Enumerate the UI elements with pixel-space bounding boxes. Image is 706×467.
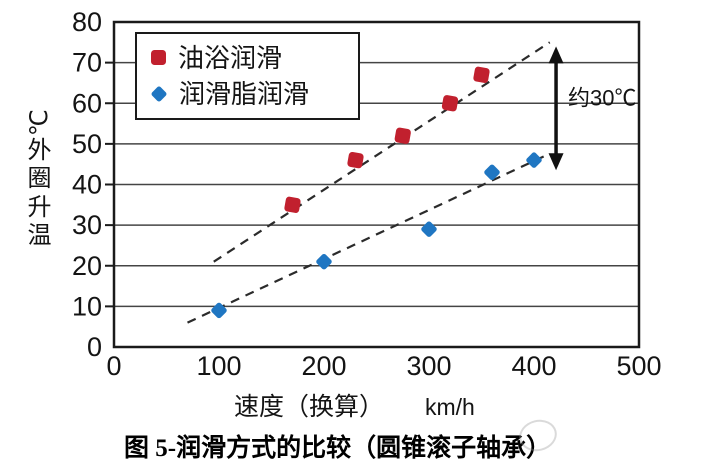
data-point-grease: [526, 152, 542, 168]
y-tick-label: 30: [72, 210, 102, 240]
y-tick-label: 50: [72, 129, 102, 159]
data-point-oil-bath: [284, 196, 301, 213]
data-point-oil-bath: [394, 127, 411, 144]
data-point-oil-bath: [473, 66, 490, 83]
y-axis-title-char: 圈: [27, 165, 52, 193]
y-tick-label: 80: [72, 7, 102, 37]
legend: 油浴润滑 润滑脂润滑: [135, 32, 360, 120]
x-tick-label: 300: [406, 351, 451, 381]
data-point-grease: [484, 164, 500, 181]
y-axis-title-char: 外: [27, 137, 52, 165]
legend-item-grease: 润滑脂润滑: [150, 79, 358, 110]
x-tick-label: 200: [301, 351, 346, 381]
y-tick-label: 10: [72, 291, 102, 321]
x-tick-label: 400: [511, 351, 556, 381]
x-axis-unit: km/h: [425, 394, 475, 420]
arrow-head-up-icon: [548, 46, 564, 64]
x-tick-label: 100: [196, 351, 241, 381]
data-point-oil-bath: [441, 95, 459, 112]
x-tick-label: 500: [616, 351, 661, 381]
y-axis-title-char: 温: [27, 221, 52, 249]
oil-bath-marker-icon: [151, 50, 166, 66]
annotation-label: 约30℃: [568, 85, 636, 110]
data-point-grease: [421, 221, 437, 237]
arrow-head-down-icon: [548, 153, 564, 171]
y-tick-label: 20: [72, 251, 102, 281]
legend-label-oil-bath: 油浴润滑: [178, 42, 283, 73]
y-tick-label: 40: [72, 170, 102, 200]
grease-marker-icon: [150, 85, 168, 103]
figure-caption: 图 5-润滑方式的比较（圆锥滚子轴承）: [124, 435, 552, 462]
y-tick-label: 60: [72, 88, 102, 118]
legend-item-oil-bath: 油浴润滑: [151, 45, 358, 71]
y-axis-title: ℃ 外圈升温: [25, 109, 53, 249]
x-tick-label: 0: [106, 351, 121, 381]
data-point-oil-bath: [347, 151, 364, 169]
y-axis-title-char: ℃: [25, 109, 53, 137]
y-axis-title-char: 升: [27, 193, 52, 221]
data-point-grease: [316, 253, 332, 270]
legend-label-grease: 润滑脂润滑: [179, 79, 310, 110]
trend-line-2: [187, 155, 545, 324]
x-axis-title: 速度（换算）: [234, 393, 385, 421]
y-tick-label: 0: [87, 332, 102, 362]
data-point-grease: [211, 302, 227, 319]
trend-line-1: [213, 41, 551, 263]
y-tick-label: 70: [72, 48, 102, 78]
